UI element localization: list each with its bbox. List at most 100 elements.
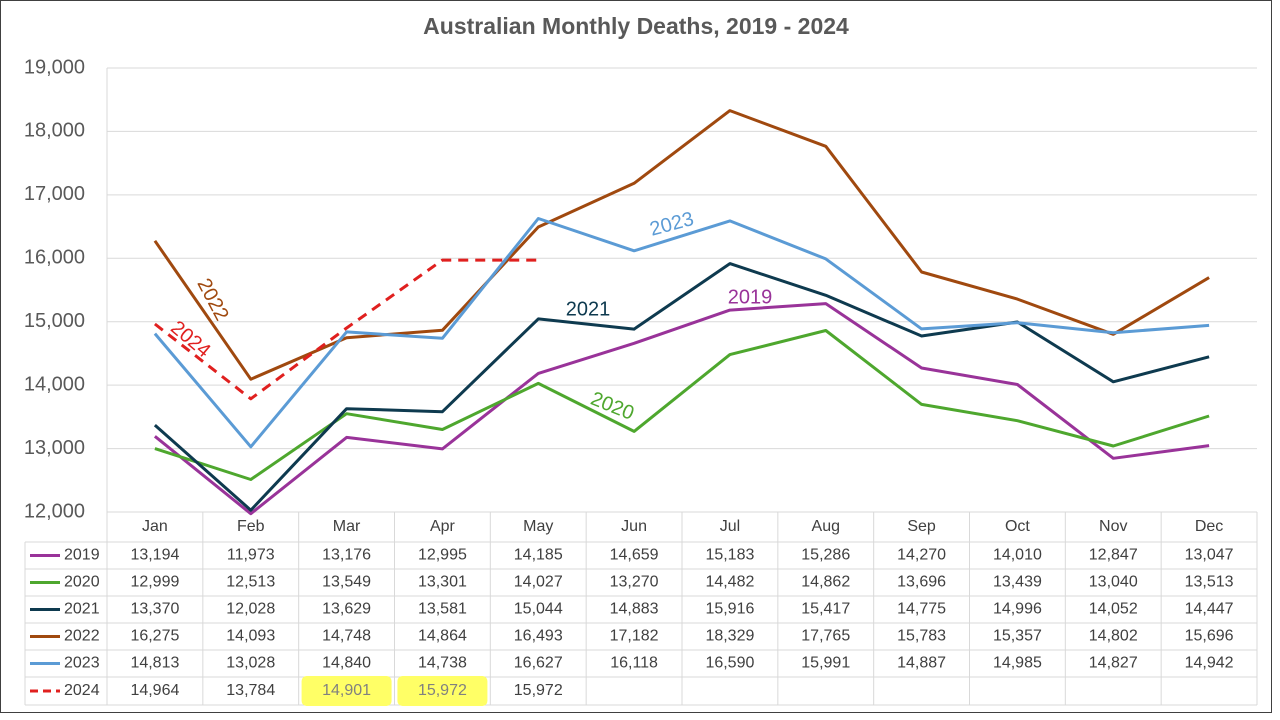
table-cell: 15,991 xyxy=(801,655,850,672)
table-cell: 16,627 xyxy=(514,655,563,672)
table-cell: 13,370 xyxy=(130,601,179,618)
table-cell: 14,027 xyxy=(514,574,563,591)
chart-title: Australian Monthly Deaths, 2019 - 2024 xyxy=(423,13,849,39)
table-cell: 13,696 xyxy=(897,574,946,591)
table-cell: 16,275 xyxy=(130,628,179,645)
table-cell: 15,044 xyxy=(514,601,563,618)
table-cell: 13,270 xyxy=(610,574,659,591)
table-cell: 15,783 xyxy=(897,628,946,645)
table-cell: 14,802 xyxy=(1089,628,1138,645)
table-cell: 15,286 xyxy=(801,547,850,564)
table-cell: 18,329 xyxy=(705,628,754,645)
table-cell: 12,028 xyxy=(226,601,275,618)
x-tick-label: Feb xyxy=(237,518,265,535)
table-cell: 15,417 xyxy=(801,601,850,618)
series-line xyxy=(153,109,1210,381)
x-tick-label: May xyxy=(523,518,553,535)
table-cell: 14,827 xyxy=(1089,655,1138,672)
table-cell: 16,590 xyxy=(705,655,754,672)
table-cell: 16,493 xyxy=(514,628,563,645)
table-cell: 16,118 xyxy=(610,655,658,672)
y-tick-label: 13,000 xyxy=(24,437,85,459)
table-cell: 14,813 xyxy=(130,655,179,672)
table-cell: 14,862 xyxy=(801,574,850,591)
table-cell: 14,996 xyxy=(993,601,1042,618)
table-cell: 12,995 xyxy=(418,547,467,564)
table-cell: 15,972 xyxy=(418,682,467,699)
legend-label: 2019 xyxy=(64,547,100,564)
x-tick-label: Sep xyxy=(907,518,936,535)
table-cell: 13,549 xyxy=(322,574,371,591)
table-cell: 14,447 xyxy=(1185,601,1234,618)
table-cell: 14,010 xyxy=(993,547,1042,564)
table-cell: 12,513 xyxy=(226,574,275,591)
y-tick-label: 18,000 xyxy=(24,120,85,142)
y-tick-label: 15,000 xyxy=(24,310,85,332)
highlight xyxy=(301,676,392,706)
table-cell: 13,047 xyxy=(1185,547,1234,564)
table-cell: 13,439 xyxy=(993,574,1042,591)
x-tick-label: Jul xyxy=(720,518,740,535)
table-cell: 13,301 xyxy=(418,574,467,591)
table-cell: 14,270 xyxy=(897,547,946,564)
table-cell: 14,901 xyxy=(322,682,371,699)
table-cell: 14,840 xyxy=(322,655,371,672)
x-tick-label: Oct xyxy=(1005,518,1030,535)
y-tick-label: 17,000 xyxy=(24,183,85,205)
y-tick-label: 12,000 xyxy=(24,500,85,522)
x-tick-label: Jan xyxy=(142,518,168,535)
y-tick-label: 16,000 xyxy=(24,247,85,269)
y-tick-label: 19,000 xyxy=(24,56,85,78)
y-tick-label: 14,000 xyxy=(24,373,85,395)
x-tick-label: Mar xyxy=(333,518,361,535)
series-line xyxy=(153,302,1210,516)
legend-label: 2022 xyxy=(64,628,100,645)
legend-label: 2023 xyxy=(64,655,100,672)
legend-label: 2020 xyxy=(64,574,100,591)
series-line xyxy=(153,258,539,401)
series-line xyxy=(153,262,1210,512)
x-tick-label: Apr xyxy=(430,518,456,535)
table-cell: 14,185 xyxy=(514,547,563,564)
table-cell: 17,182 xyxy=(610,628,659,645)
table-cell: 15,916 xyxy=(705,601,754,618)
table-cell: 14,775 xyxy=(897,601,946,618)
table-cell: 13,176 xyxy=(322,547,371,564)
table-cell: 15,972 xyxy=(514,682,563,699)
table-cell: 13,581 xyxy=(418,601,467,618)
table-cell: 12,847 xyxy=(1089,547,1138,564)
table-cell: 15,696 xyxy=(1185,628,1234,645)
table-cell: 14,748 xyxy=(322,628,371,645)
table-cell: 14,883 xyxy=(610,601,659,618)
x-tick-label: Aug xyxy=(812,518,840,535)
table-cell: 13,194 xyxy=(130,547,179,564)
table-cell: 11,973 xyxy=(227,547,275,564)
table-cell: 15,357 xyxy=(993,628,1042,645)
table-cell: 14,942 xyxy=(1185,655,1234,672)
table-cell: 14,964 xyxy=(130,682,179,699)
table-cell: 14,738 xyxy=(418,655,467,672)
line-annotation: 2019 xyxy=(728,286,773,308)
table-cell: 13,028 xyxy=(226,655,275,672)
table-cell: 14,052 xyxy=(1089,601,1138,618)
table-cell: 17,765 xyxy=(801,628,850,645)
table-cell: 14,482 xyxy=(705,574,754,591)
table-cell: 13,784 xyxy=(226,682,275,699)
highlight xyxy=(397,676,488,706)
x-tick-label: Nov xyxy=(1099,518,1127,535)
table-cell: 14,864 xyxy=(418,628,467,645)
table-cell: 13,629 xyxy=(322,601,371,618)
line-annotation: 2021 xyxy=(566,298,611,320)
series-line xyxy=(153,217,1210,449)
table-cell: 14,985 xyxy=(993,655,1042,672)
x-tick-label: Dec xyxy=(1195,518,1223,535)
table-cell: 13,513 xyxy=(1185,574,1234,591)
legend-label: 2024 xyxy=(64,682,100,699)
table-cell: 13,040 xyxy=(1089,574,1138,591)
table-cell: 15,183 xyxy=(705,547,754,564)
table-cell: 14,887 xyxy=(897,655,946,672)
table-cell: 14,093 xyxy=(226,628,275,645)
table-cell: 12,999 xyxy=(130,574,179,591)
legend-label: 2021 xyxy=(64,601,100,618)
